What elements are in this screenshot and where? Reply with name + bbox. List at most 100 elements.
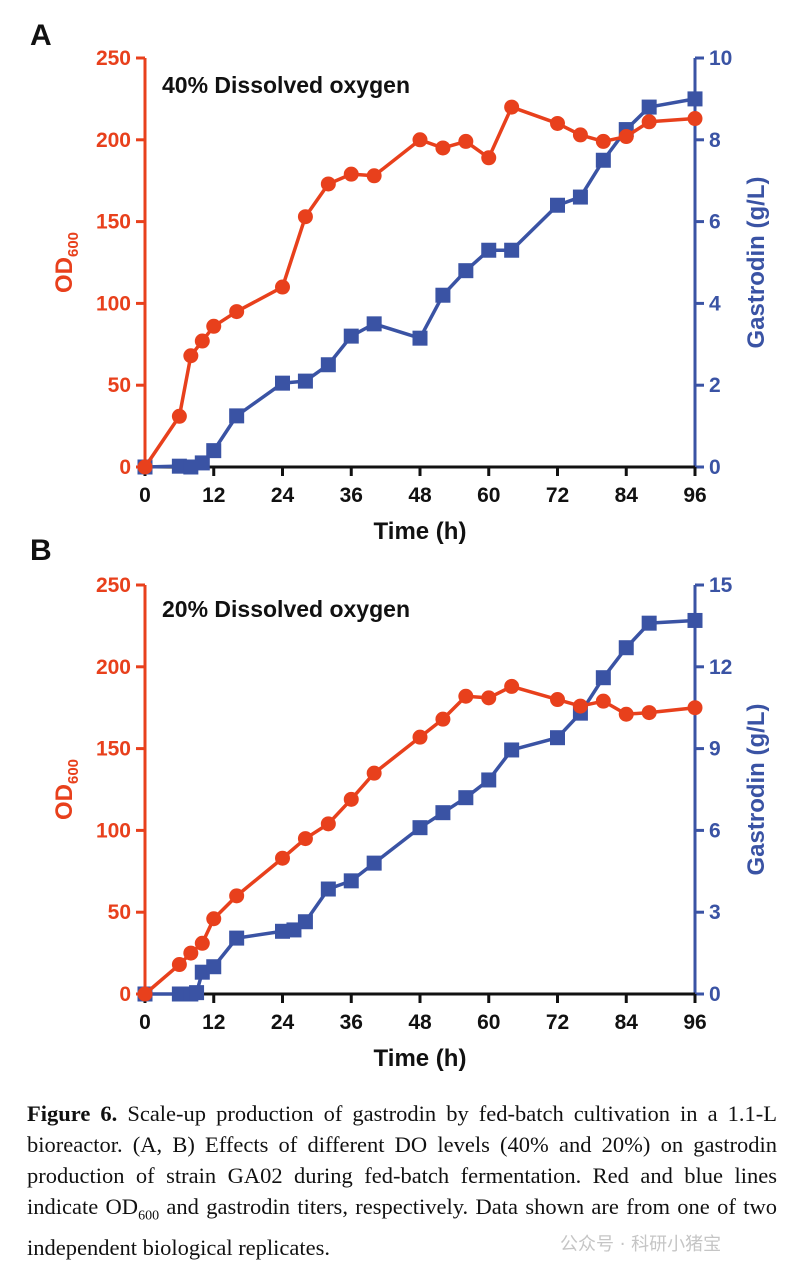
panel-a-od600-point	[504, 99, 520, 115]
panel-a-gastrodin-point	[572, 189, 588, 205]
panel-a-gastrodin-point	[641, 99, 657, 115]
panel-a-gastrodin-point	[183, 459, 199, 475]
panel-a-ytick-right-label: 10	[709, 47, 732, 70]
panel-a-od600-line	[143, 105, 696, 468]
figure: A40% Dissolved oxygen0501001502002500246…	[30, 19, 770, 1072]
panel-a: A40% Dissolved oxygen0501001502002500246…	[30, 19, 770, 545]
panel-b-ytick-left-label: 0	[119, 983, 131, 1006]
panel-b-y-label-left-sub: 600	[65, 759, 82, 784]
panel-b-od600-point	[171, 957, 187, 973]
panel-a-y-label-right: Gastrodin (g/L)	[743, 177, 770, 349]
panel-b-gastrodin-point	[458, 790, 474, 806]
panel-a-od600-point	[572, 127, 588, 143]
panel-b-od600-point	[343, 791, 359, 807]
panel-a-od600-point	[412, 132, 428, 148]
panel-a-xtick-label: 12	[202, 484, 225, 507]
panel-b-od600-point	[618, 706, 634, 722]
panel-a-xtick-label: 72	[546, 484, 569, 507]
panel-a-y-label-left-main: OD	[51, 257, 78, 293]
panel-a-gastrodin-point	[297, 373, 313, 389]
panel-b-od600-point	[572, 698, 588, 714]
panel-a-gastrodin-point	[171, 458, 187, 474]
panel-a-od600-point	[297, 209, 313, 225]
panel-b-od600-point	[458, 688, 474, 704]
panel-b-gastrodin-point	[286, 922, 302, 938]
panel-b-gastrodin-point	[595, 670, 611, 686]
panel-a-od600-point	[137, 459, 153, 475]
panel-b-ytick-right-label: 9	[709, 738, 721, 761]
caption-subscript: 600	[138, 1208, 160, 1224]
panel-b-od600-point	[194, 935, 210, 951]
panel-a-xtick-label: 84	[615, 484, 639, 507]
panel-a-xtick-label: 24	[271, 484, 295, 507]
panel-a-ytick-right-label: 4	[709, 292, 721, 315]
panel-a-title: 40% Dissolved oxygen	[162, 72, 410, 98]
panel-b-xtick-label: 24	[271, 1011, 295, 1034]
panel-b-od600-point	[206, 911, 222, 927]
panel-a-gastrodin-point	[275, 375, 290, 391]
panel-b-ytick-right-label: 6	[709, 819, 721, 842]
panel-b-gastrodin-point	[618, 640, 634, 656]
panel-b-xtick-label: 48	[408, 1011, 432, 1034]
panel-b-od600-point	[297, 831, 313, 847]
panel-b-od600-point	[481, 690, 497, 706]
panel-b-gastrodin-point	[320, 881, 336, 897]
panel-a-gastrodin-point	[229, 408, 245, 424]
panel-b-xtick-label: 36	[340, 1011, 363, 1034]
panel-b-gastrodin-point	[297, 914, 313, 930]
panel-b: B20% Dissolved oxygen0501001502002500369…	[30, 534, 770, 1072]
panel-a-xtick-label: 36	[340, 484, 363, 507]
panel-b-od600-point	[550, 692, 565, 708]
panel-a-ytick-left-label: 250	[96, 47, 131, 70]
panel-b-ytick-left-label: 200	[96, 656, 131, 679]
panel-a-gastrodin-point	[595, 152, 611, 168]
panel-b-gastrodin-point	[343, 873, 359, 889]
caption-label: Figure 6.	[27, 1101, 118, 1126]
panel-a-gastrodin-point	[194, 455, 210, 471]
panel-a-letter: A	[30, 19, 52, 52]
panel-b-od600-point	[320, 816, 336, 832]
panel-b-gastrodin-point	[687, 612, 703, 628]
panel-b-x-label: Time (h)	[374, 1045, 467, 1072]
panel-b-gastrodin-point	[189, 985, 205, 1001]
panel-b-gastrodin-point	[481, 772, 497, 788]
panel-b-gastrodin-point	[504, 742, 520, 758]
panel-b-letter: B	[30, 534, 52, 567]
panel-b-od600-point	[435, 711, 451, 727]
panel-a-od600-point	[343, 166, 359, 182]
panel-b-gastrodin-point	[206, 959, 222, 975]
panel-b-od600-point	[504, 678, 520, 694]
panel-a-xtick-label: 48	[408, 484, 432, 507]
panel-a-xtick-label: 96	[683, 484, 706, 507]
panel-a-od600-point	[171, 408, 187, 424]
panel-a-ytick-left-label: 50	[108, 374, 131, 397]
panel-b-xtick-label: 60	[477, 1011, 500, 1034]
panel-b-ytick-left-label: 100	[96, 819, 131, 842]
panel-b-y-label-left-main: OD	[51, 784, 78, 820]
panel-b-od600-point	[595, 693, 611, 709]
panel-b-od600-point	[183, 945, 199, 961]
panel-b-xtick-label: 12	[202, 1011, 225, 1034]
caption-text-2: and gastrodin titers, respectively. Data…	[27, 1194, 777, 1260]
panel-a-gastrodin-point	[504, 242, 520, 258]
panel-b-od600-point	[366, 765, 382, 781]
panel-b-ytick-left-label: 250	[96, 574, 131, 597]
panel-a-od600-point	[275, 279, 290, 295]
panel-b-gastrodin-point	[435, 805, 451, 821]
panel-b-gastrodin-point	[412, 820, 428, 836]
panel-b-xtick-label: 96	[683, 1011, 706, 1034]
panel-a-gastrodin-point	[412, 330, 428, 346]
panel-a-od600-point	[618, 129, 634, 145]
panel-a-od600-point	[366, 168, 382, 184]
panel-a-od600-point	[550, 115, 565, 131]
panel-b-gastrodin-point	[229, 930, 245, 946]
panel-a-gastrodin-point	[320, 357, 336, 373]
panel-b-ytick-right-label: 15	[709, 574, 733, 597]
panel-b-gastrodin-point	[171, 986, 187, 1002]
panel-b-ytick-left-label: 150	[96, 738, 131, 761]
panel-a-ytick-right-label: 2	[709, 374, 721, 397]
panel-b-gastrodin-line	[145, 618, 696, 996]
panel-b-ytick-right-label: 3	[709, 901, 721, 924]
panel-b-od600-point	[412, 729, 428, 745]
panel-b-od600-point	[137, 986, 153, 1002]
